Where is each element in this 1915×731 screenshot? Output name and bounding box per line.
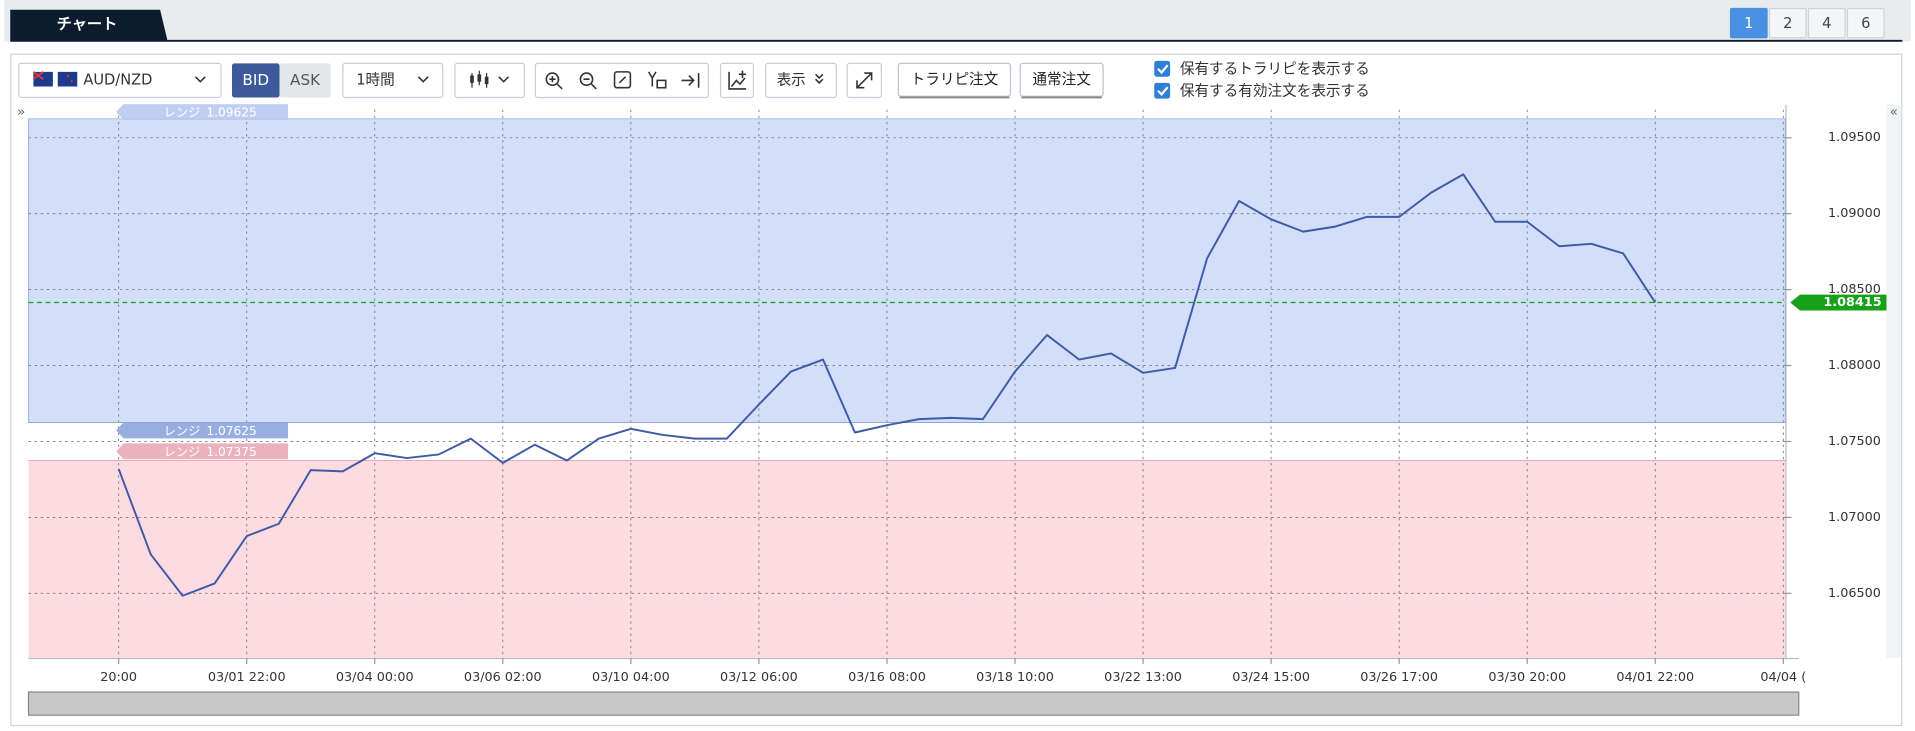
jump-end[interactable] (681, 73, 700, 88)
candle-icon-body (470, 74, 489, 85)
current-price-label: 1.08415 (1823, 295, 1881, 310)
checkbox-label: 保有するトラリピを表示する (1180, 60, 1370, 77)
range-label-box (116, 422, 289, 439)
lower-range-band (28, 460, 1786, 658)
current-price-tag (1790, 294, 1887, 311)
page-tab[interactable] (1729, 7, 1768, 39)
checkbox-label: 保有する有効注文を表示する (1180, 82, 1370, 99)
interval: 1時間 (356, 71, 395, 88)
x-tick-label: 03/06 02:00 (464, 670, 542, 685)
range-label-value: 1.07375 (206, 444, 256, 458)
expand-left[interactable]: » (17, 105, 25, 120)
page-tab-label: 4 (1822, 15, 1831, 32)
range-label-name: レンジ (164, 105, 201, 119)
price-line (117, 173, 1657, 597)
x-tick-label: 03/26 17:00 (1360, 670, 1438, 685)
page-tab-label: 2 (1783, 15, 1792, 32)
collapse-right[interactable]: « (1890, 105, 1898, 120)
checkmark (1157, 64, 1169, 75)
fit[interactable] (613, 71, 632, 89)
y-tick-label: 1.09500 (1828, 130, 1881, 145)
upper-range-band (28, 118, 1786, 423)
x-tick-label: 04/04 ( (1760, 670, 1806, 685)
indicator-icon (728, 70, 747, 90)
x-tick-label: 03/18 10:00 (976, 670, 1054, 685)
range-label-box (116, 443, 289, 460)
flag-nz (57, 71, 78, 87)
x-tick-label: 03/24 15:00 (1232, 670, 1310, 685)
range-label: レンジ 1.09625 (164, 105, 257, 119)
plot: 1.06500 1.07000 1.07500 1.08000 1.08500 1.090… (28, 104, 1887, 685)
chart-tab[interactable] (10, 9, 168, 41)
top-bar (4, 0, 1911, 42)
range-label: レンジ 1.07375 (164, 444, 257, 458)
chevron (194, 76, 206, 83)
range-label-value: 1.09625 (206, 105, 256, 119)
chevron (815, 73, 824, 84)
order-button-label: 通常注文 (1032, 71, 1091, 88)
ask-button[interactable] (279, 63, 331, 98)
checkbox[interactable] (1154, 60, 1171, 77)
x-tick-label: 04/01 22:00 (1616, 670, 1694, 685)
page-tab-label: 6 (1861, 15, 1870, 32)
right-gutter (1886, 104, 1902, 658)
zoom-in[interactable] (545, 72, 563, 90)
page-tab[interactable] (1807, 7, 1846, 39)
y-tick-label: 1.08500 (1828, 282, 1881, 297)
order-button[interactable] (1019, 62, 1104, 97)
y-lock[interactable] (647, 71, 667, 89)
checkmark (1157, 86, 1169, 97)
chevron (498, 76, 510, 83)
bid-label: BID (242, 71, 269, 89)
range-label-name: レンジ (164, 424, 201, 438)
display: 表示 (777, 71, 806, 88)
x-tick-label: 03/04 00:00 (336, 670, 414, 685)
x-tick-label: 03/12 06:00 (720, 670, 798, 685)
y-tick-label: 1.07500 (1828, 434, 1881, 449)
flag-marks (32, 71, 74, 83)
x-tick-label: 03/30 20:00 (1488, 670, 1566, 685)
order-button[interactable] (897, 62, 1012, 97)
page-tab[interactable] (1768, 7, 1807, 39)
interval-select[interactable] (342, 62, 444, 99)
range-label-name: レンジ (164, 444, 201, 458)
page-tabs: 1 2 4 6 (1729, 7, 1885, 39)
tab-label: チャート (57, 15, 118, 33)
order-button-label: トラリピ注文 (911, 71, 999, 88)
range-label-value: 1.07625 (206, 424, 256, 438)
display-select[interactable] (765, 62, 837, 99)
x-tick-label: 03/01 22:00 (208, 670, 286, 685)
bid-button[interactable] (231, 63, 280, 98)
symbol: AUD/NZD (83, 71, 152, 88)
order-buttons: トラリピ注文 通常注文 (897, 62, 1104, 99)
chevron (417, 76, 429, 83)
x-tick-label: 20:00 (100, 670, 137, 685)
range-label-box (116, 104, 289, 120)
page-tab[interactable] (1846, 7, 1885, 39)
y-tick-label: 1.06500 (1828, 586, 1881, 601)
expand-icon (856, 72, 873, 89)
range-label: レンジ 1.07625 (164, 424, 257, 438)
chart-type-select[interactable] (454, 62, 525, 99)
x-tick-label: 03/10 04:00 (592, 670, 670, 685)
scrollbar[interactable] (27, 691, 1800, 716)
x-tick-label: 03/16 08:00 (848, 670, 926, 685)
x-tick-label: 03/22 13:00 (1104, 670, 1182, 685)
y-tick-label: 1.08000 (1828, 358, 1881, 373)
ask-label: ASK (290, 71, 321, 89)
checkbox[interactable] (1154, 82, 1171, 99)
y-tick-label: 1.09000 (1828, 206, 1881, 221)
page-tab-label: 1 (1744, 15, 1753, 32)
y-tick-label: 1.07000 (1828, 510, 1881, 525)
zoom-out[interactable] (579, 72, 597, 90)
